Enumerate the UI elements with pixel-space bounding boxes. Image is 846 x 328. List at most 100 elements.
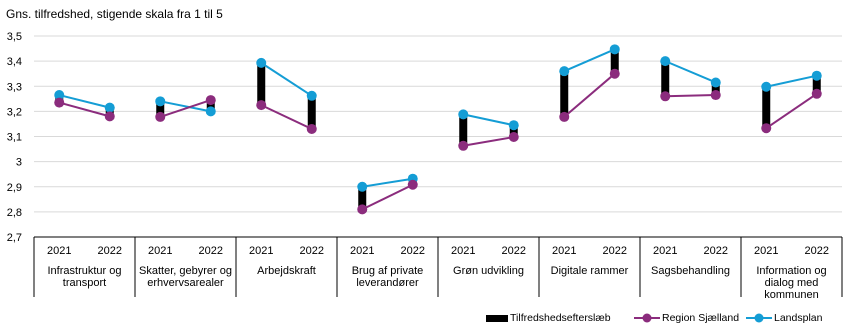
landsplan-point (54, 90, 65, 101)
region-sjaelland-point (256, 100, 267, 111)
landsplan-point (508, 120, 519, 131)
x-year-label: 2021 (47, 245, 71, 257)
x-category-label: Brug af private (352, 265, 424, 277)
landsplan-point (559, 66, 570, 77)
landsplan-line (766, 74, 817, 88)
x-category-label: leverandører (356, 277, 419, 289)
x-year-label: 2021 (754, 245, 778, 257)
region-sjaelland-line (260, 104, 313, 130)
region-sjaelland-point (660, 91, 671, 102)
x-year-label: 2021 (552, 245, 576, 257)
region-sjaelland-point (559, 111, 570, 122)
y-axis: 2,7 2,8 2,9 3 3,1 3,2 3,3 3,4 3,5 (7, 31, 842, 244)
y-tick-label: 3,4 (7, 56, 22, 68)
landsplan-point (660, 56, 671, 67)
region-sjaelland-line (361, 183, 414, 211)
landsplan-point (458, 109, 469, 120)
landsplan-point (811, 70, 822, 81)
x-category-label: Grøn udvikling (453, 265, 524, 277)
x-category-label: Infrastruktur og (48, 265, 122, 277)
y-tick-label: 3,3 (7, 81, 22, 93)
x-year-label: 2022 (805, 245, 829, 257)
gridlines (34, 35, 842, 213)
region-sjaelland-point (306, 123, 317, 134)
landsplan-point (205, 106, 216, 117)
gap-bar (257, 62, 266, 106)
region-sjaelland-line (159, 99, 212, 118)
region-sjaelland-line (563, 72, 616, 118)
x-year-label: 2022 (300, 245, 324, 257)
landsplan-line (563, 48, 616, 73)
region-sjaelland-point (155, 111, 166, 122)
y-tick-label: 3,1 (7, 132, 22, 144)
x-year-label: 2021 (451, 245, 475, 257)
legend: Tilfredshedsefterslæb Region Sjælland Land… (486, 312, 823, 324)
region-sjaelland-point (508, 132, 519, 143)
region-sjaelland-point (407, 179, 418, 190)
x-year-label: 2022 (98, 245, 122, 257)
gap-bar (812, 75, 821, 94)
x-year-label: 2021 (350, 245, 374, 257)
legend-label: Landsplan (774, 312, 823, 324)
region-sjaelland-line (463, 136, 514, 147)
x-category-label: Arbejdskraft (257, 265, 316, 277)
gap-bar (509, 125, 518, 138)
gap-bar (560, 71, 569, 117)
region-sjaelland-point (54, 97, 65, 108)
legend-marker-region-sjaelland (642, 313, 652, 323)
region-sjaelland-point (458, 140, 469, 151)
x-year-label: 2022 (199, 245, 223, 257)
region-sjaelland-point (104, 111, 115, 122)
region-sjaelland-point (761, 123, 772, 134)
x-category-label: kommunen (764, 289, 818, 301)
plot-area (54, 44, 822, 215)
landsplan-line (160, 100, 211, 113)
landsplan-point (609, 44, 620, 55)
region-sjaelland-point (811, 88, 822, 99)
x-year-label: 2022 (704, 245, 728, 257)
x-category-label: Digitale rammer (551, 265, 629, 277)
landsplan-point (256, 57, 267, 68)
landsplan-line (59, 94, 110, 109)
x-category-label: Skatter, gebyrer og (139, 265, 232, 277)
landsplan-point (104, 102, 115, 113)
gap-bar (459, 114, 468, 146)
x-category-label: transport (63, 277, 106, 289)
y-tick-label: 3,5 (7, 31, 22, 43)
legend-swatch-gap-bar (486, 315, 508, 322)
gap-bar (307, 95, 316, 129)
landsplan-point (155, 96, 166, 107)
landsplan-point (306, 90, 317, 101)
gap-bar (610, 49, 619, 74)
gap-bar (206, 100, 215, 112)
x-category-label: Information og (756, 265, 826, 277)
landsplan-point (357, 181, 368, 192)
region-sjaelland-point (357, 204, 368, 215)
y-tick-label: 2,7 (7, 232, 22, 244)
landsplan-line (463, 113, 514, 127)
legend-marker-landsplan (754, 313, 764, 323)
y-tick-label: 2,9 (7, 182, 22, 194)
region-sjaelland-line (765, 92, 818, 130)
region-sjaelland-line (58, 101, 111, 118)
gap-bar (358, 186, 367, 210)
region-sjaelland-line (665, 94, 716, 98)
y-tick-label: 3 (16, 157, 22, 169)
region-sjaelland-point (205, 95, 216, 106)
x-year-label: 2021 (249, 245, 273, 257)
region-sjaelland-point (609, 68, 620, 79)
x-category-label: dialog med (765, 277, 819, 289)
gap-bar (711, 82, 720, 96)
landsplan-point (710, 77, 721, 88)
gap-bar (156, 101, 165, 117)
landsplan-line (664, 60, 717, 84)
landsplan-line (260, 62, 313, 97)
legend-label: Region Sjælland (662, 312, 739, 324)
landsplan-point (761, 81, 772, 92)
chart-title: Gns. tilfredshed, stigende skala fra 1 t… (6, 7, 223, 21)
y-tick-label: 2,8 (7, 207, 22, 219)
gap-bar (762, 86, 771, 129)
x-year-label: 2022 (401, 245, 425, 257)
